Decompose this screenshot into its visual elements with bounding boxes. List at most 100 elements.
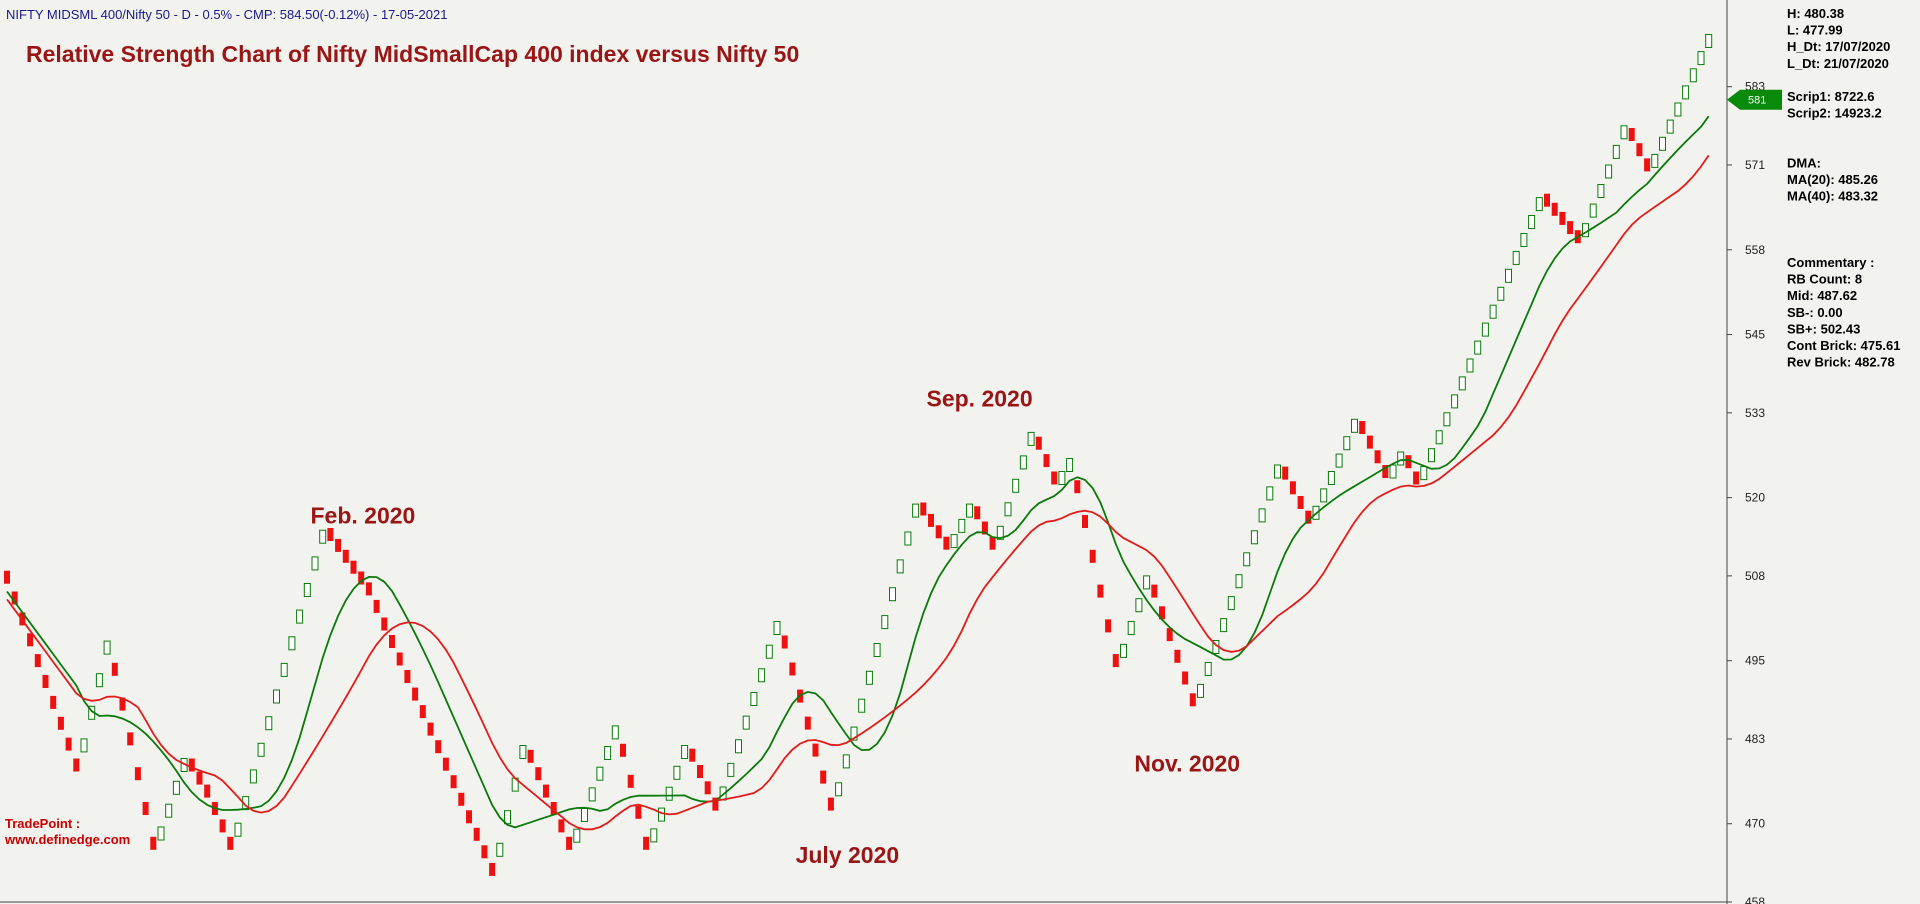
panel-line: H: 480.38 [1787,6,1844,21]
up-brick [1343,436,1351,451]
up-brick [257,742,265,757]
up-brick [758,668,766,683]
y-tick-label: 458 [1745,895,1765,904]
y-tick-label: 520 [1745,491,1765,505]
down-brick [1544,193,1550,207]
down-brick [1305,510,1312,524]
up-brick [234,822,242,837]
up-brick [573,828,581,843]
price-badge-shape [1727,89,1782,110]
y-tick-label: 508 [1745,569,1765,583]
down-brick [928,513,934,527]
down-brick [689,748,696,762]
down-brick [1159,606,1165,620]
up-brick [1451,394,1459,409]
up-brick [750,692,758,706]
down-brick [1628,128,1635,141]
down-brick [1297,496,1304,509]
y-tick-label: 545 [1745,328,1765,342]
down-brick [327,528,334,541]
up-brick [727,762,735,777]
annotations: Feb. 2020 July 2020 Sep. 2020 Nov. 2020 [311,385,1241,868]
down-brick [1567,221,1574,235]
up-brick [1243,552,1251,567]
info-panel: H: 480.38 L: 477.99H_Dt: 17/07/2020 L_Dt: … [1787,6,1900,370]
down-brick [804,716,811,730]
down-brick [111,662,118,676]
down-brick [34,654,41,668]
down-brick [1359,421,1366,434]
up-brick [1066,458,1074,472]
up-brick [611,725,619,740]
down-brick [1089,549,1096,563]
panel-line: L_Dt: 21/07/2020 [1787,56,1889,71]
up-brick [1705,34,1713,48]
down-brick [627,774,634,788]
down-brick [227,836,234,850]
up-brick [1135,598,1143,613]
up-brick [658,807,665,822]
y-tick-label: 470 [1745,817,1765,831]
up-brick [95,673,103,688]
down-brick [697,765,703,778]
down-brick [481,845,488,859]
up-brick [311,556,319,571]
up-brick [850,726,858,741]
down-brick [527,749,534,763]
up-brick [1235,574,1243,589]
up-brick [1651,153,1659,168]
annotation-label: July 2020 [796,842,900,868]
down-brick [458,792,465,806]
up-brick [1143,575,1151,590]
up-brick [604,746,612,760]
panel-line: H_Dt: 17/07/2020 [1787,39,1890,54]
up-brick [596,766,604,781]
down-brick [1644,158,1651,172]
down-brick [1551,202,1558,216]
y-tick-label: 533 [1745,406,1765,420]
up-brick [896,559,904,574]
down-brick [1082,515,1088,528]
renko-bricks [4,34,1713,876]
up-brick [1204,662,1212,676]
down-brick [1166,628,1173,642]
up-brick [581,808,588,822]
down-brick [427,722,434,736]
up-brick [912,503,920,518]
down-brick [466,810,472,824]
up-brick [1389,464,1397,479]
down-brick [1374,450,1381,464]
up-brick [1351,418,1358,433]
up-brick [1612,144,1620,159]
up-brick [1266,486,1274,501]
up-brick [681,745,689,759]
down-brick [73,758,80,772]
down-brick [550,802,557,815]
down-brick [373,599,380,613]
down-brick [827,797,834,811]
panel-line: Rev Brick: 482.78 [1787,355,1895,370]
panel-line: Scrip1: 8722.6 [1787,89,1874,104]
down-brick [389,635,395,648]
down-brick [342,549,349,563]
up-brick [1120,643,1127,658]
down-brick [381,617,388,631]
up-brick [1227,596,1235,611]
down-brick [812,743,819,757]
moving-averages [6,115,1710,831]
up-brick [280,662,288,677]
down-brick [419,705,426,719]
up-brick [735,739,742,754]
up-brick [842,754,850,769]
down-brick [1151,584,1158,598]
up-brick [858,698,866,713]
down-brick [974,506,981,520]
down-brick [489,862,496,876]
down-brick [1189,693,1196,707]
down-brick [365,582,372,596]
up-brick [1428,448,1435,463]
down-brick [1097,584,1104,598]
up-brick [673,765,681,780]
down-brick [989,536,996,550]
